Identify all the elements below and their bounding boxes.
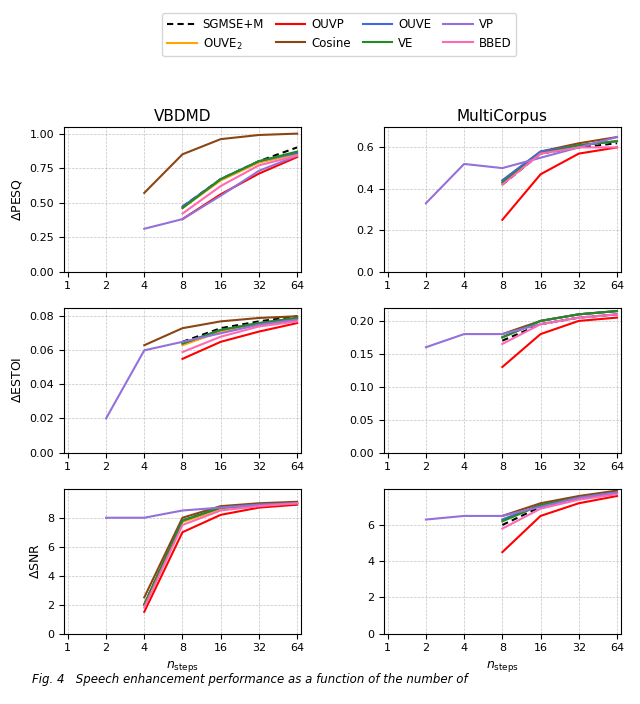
Y-axis label: $\Delta$SNR: $\Delta$SNR xyxy=(29,543,42,579)
Title: MultiCorpus: MultiCorpus xyxy=(457,109,548,124)
Title: VBDMD: VBDMD xyxy=(154,109,211,124)
X-axis label: $n_{\mathrm{steps}}$: $n_{\mathrm{steps}}$ xyxy=(486,659,519,674)
Text: Fig. 4   Speech enhancement performance as a function of the number of: Fig. 4 Speech enhancement performance as… xyxy=(32,674,468,686)
Legend: SGMSE+M, OUVE$_2$, OUVP, Cosine, OUVE, VE, VP, BBED: SGMSE+M, OUVE$_2$, OUVP, Cosine, OUVE, V… xyxy=(163,13,516,56)
X-axis label: $n_{\mathrm{steps}}$: $n_{\mathrm{steps}}$ xyxy=(166,659,199,674)
Y-axis label: $\Delta$ESTOI: $\Delta$ESTOI xyxy=(11,357,24,403)
Y-axis label: $\Delta$PESQ: $\Delta$PESQ xyxy=(10,177,24,220)
